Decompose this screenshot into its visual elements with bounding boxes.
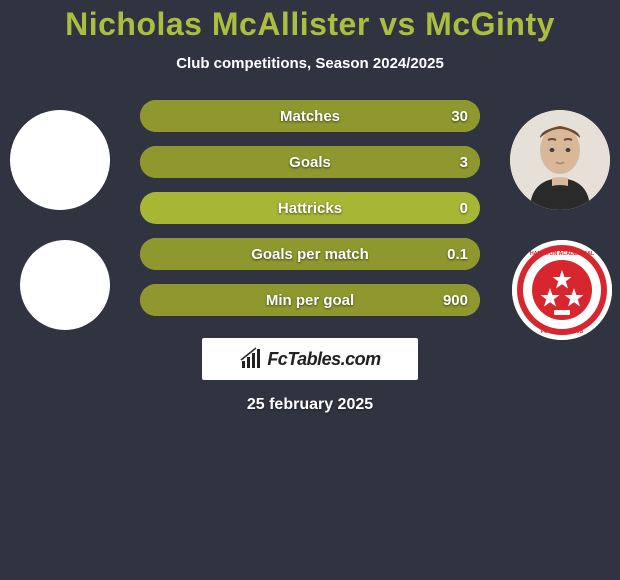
stat-bar-hattricks: Hattricks 0 [140,192,480,224]
stat-label: Min per goal [140,284,480,316]
stat-right-value: 900 [443,284,468,316]
title-player1: Nicholas McAllister [65,6,370,42]
comparison-card: Nicholas McAllister vs McGinty Club comp… [0,0,620,414]
badge-placeholder-icon [25,273,105,297]
stat-label: Goals [140,146,480,178]
stat-right-value: 30 [451,100,468,132]
avatar-placeholder-icon [10,145,110,175]
stat-bar-goals-per-match: Goals per match 0.1 [140,238,480,270]
stat-right-value: 0 [460,192,468,224]
page-title: Nicholas McAllister vs McGinty [0,6,620,43]
stat-right-value: 0.1 [447,238,468,270]
svg-text:FOOTBALL CLUB: FOOTBALL CLUB [541,329,584,335]
brand-badge: FcTables.com [202,338,418,380]
player2-photo-icon [510,110,610,210]
svg-text:HAMILTON ACADEMICAL: HAMILTON ACADEMICAL [530,251,595,257]
player1-club-badge [20,240,110,330]
player2-avatar [510,110,610,210]
stat-right-value: 3 [460,146,468,178]
content-area: HAMILTON ACADEMICAL FOOTBALL CLUB Matche… [0,100,620,414]
stat-label: Matches [140,100,480,132]
stat-bar-min-per-goal: Min per goal 900 [140,284,480,316]
player2-club-badge: HAMILTON ACADEMICAL FOOTBALL CLUB [512,240,612,340]
player1-avatar [10,110,110,210]
stat-bar-matches: Matches 30 [140,100,480,132]
title-vs: vs [379,6,416,42]
subtitle: Club competitions, Season 2024/2025 [0,55,620,72]
brand-text: FcTables.com [267,349,380,370]
footer-date: 25 february 2025 [0,396,620,414]
stat-label: Goals per match [140,238,480,270]
stat-bars: Matches 30 Goals 3 Hattricks 0 Goals per… [140,100,480,316]
stat-label: Hattricks [140,192,480,224]
chart-icon [239,347,263,371]
stat-bar-goals: Goals 3 [140,146,480,178]
title-player2: McGinty [425,6,555,42]
club-crest-icon: HAMILTON ACADEMICAL FOOTBALL CLUB [512,240,612,340]
